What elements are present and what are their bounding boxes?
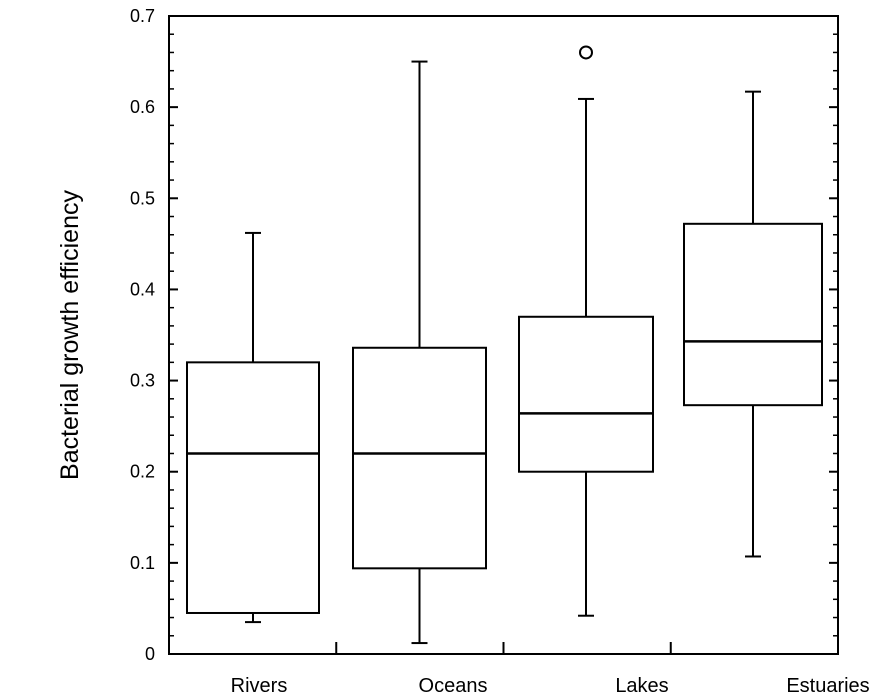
y-tick-label: 0 xyxy=(145,644,155,664)
x-category-label: Lakes xyxy=(615,675,668,697)
box-iqr xyxy=(352,346,487,570)
y-tick-label: 0.2 xyxy=(130,462,155,482)
box-iqr xyxy=(518,315,654,473)
box-rivers xyxy=(186,231,320,624)
box-oceans xyxy=(352,60,487,645)
y-tick-label: 0.7 xyxy=(130,6,155,26)
x-axis: Rivers Oceans Lakes Estuaries xyxy=(231,642,870,697)
y-tick-label: 0.3 xyxy=(130,371,155,391)
y-tick-label: 0.4 xyxy=(130,279,155,299)
boxes-group xyxy=(186,45,823,645)
x-category-label: Rivers xyxy=(231,675,288,697)
outlier-point xyxy=(579,45,593,60)
x-category-label: Estuaries xyxy=(786,675,869,697)
box-iqr xyxy=(683,222,823,407)
y-axis-label: Bacterial growth efficiency xyxy=(56,190,84,480)
y-tick-label: 0.6 xyxy=(130,97,155,117)
box-estuaries xyxy=(683,90,823,558)
y-axis: 0 0.1 0.2 0.3 0.4 0.5 0.6 0.7 xyxy=(130,6,838,664)
box-iqr xyxy=(186,361,320,614)
y-tick-label: 0.1 xyxy=(130,553,155,573)
x-category-label: Oceans xyxy=(419,675,488,697)
box-lakes xyxy=(518,45,654,617)
y-tick-label: 0.5 xyxy=(130,188,155,208)
